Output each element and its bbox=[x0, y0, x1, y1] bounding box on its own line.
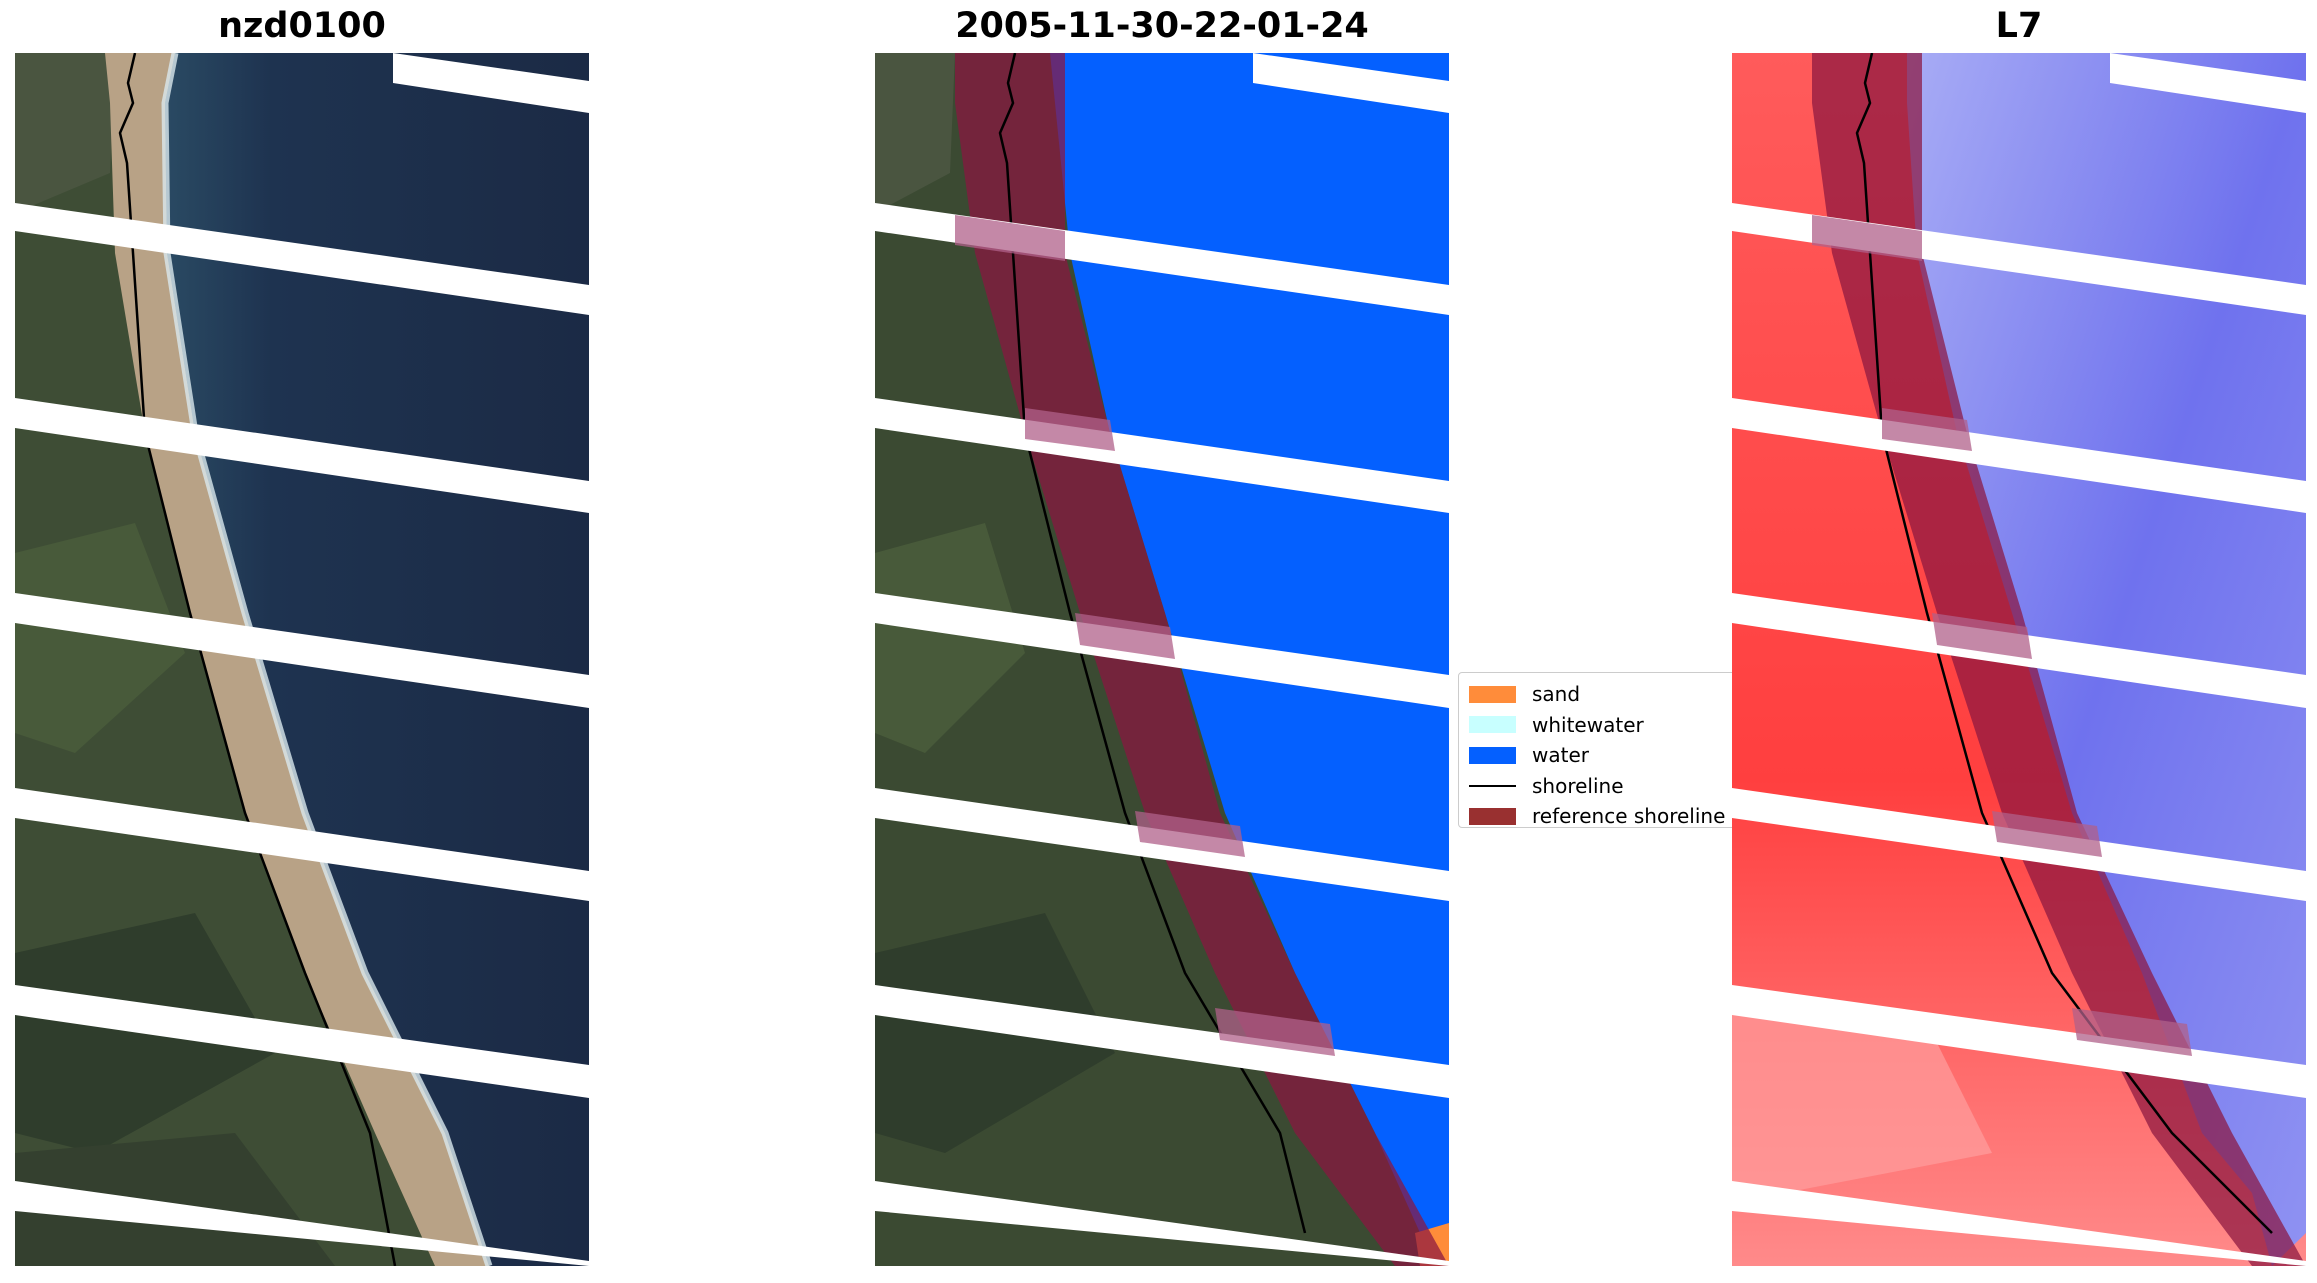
legend-label: shoreline bbox=[1532, 773, 1624, 798]
panel-title-rgb: nzd0100 bbox=[218, 6, 386, 46]
rgb-image-panel bbox=[15, 53, 589, 1266]
reference-buffer bbox=[1812, 53, 2306, 1266]
panel-title-index: L7 bbox=[1995, 6, 2043, 46]
legend-label: whitewater bbox=[1532, 712, 1644, 737]
scan-gaps bbox=[875, 53, 1449, 1266]
legend-item-water: water bbox=[1469, 740, 1791, 771]
legend-item-whitewater: whitewater bbox=[1469, 710, 1791, 741]
legend-swatch-sand bbox=[1469, 685, 1516, 703]
reference-buffer bbox=[955, 53, 1449, 1266]
classified-image-panel bbox=[875, 53, 1449, 1266]
legend-swatch-water bbox=[1469, 746, 1516, 764]
legend-label: sand bbox=[1532, 682, 1581, 707]
sand-beach bbox=[105, 53, 489, 1266]
panel-title-classified: 2005-11-30-22-01-24 bbox=[955, 6, 1369, 46]
legend-item-shoreline: shoreline bbox=[1469, 771, 1791, 802]
index-image-panel bbox=[1732, 53, 2306, 1266]
legend-swatch-reference-buffer bbox=[1469, 807, 1516, 825]
legend-item-sand: sand bbox=[1469, 679, 1791, 710]
legend-line-shoreline bbox=[1469, 784, 1516, 787]
legend-label: water bbox=[1532, 743, 1589, 768]
scan-gaps bbox=[15, 53, 589, 1266]
legend-swatch-whitewater bbox=[1469, 716, 1516, 734]
